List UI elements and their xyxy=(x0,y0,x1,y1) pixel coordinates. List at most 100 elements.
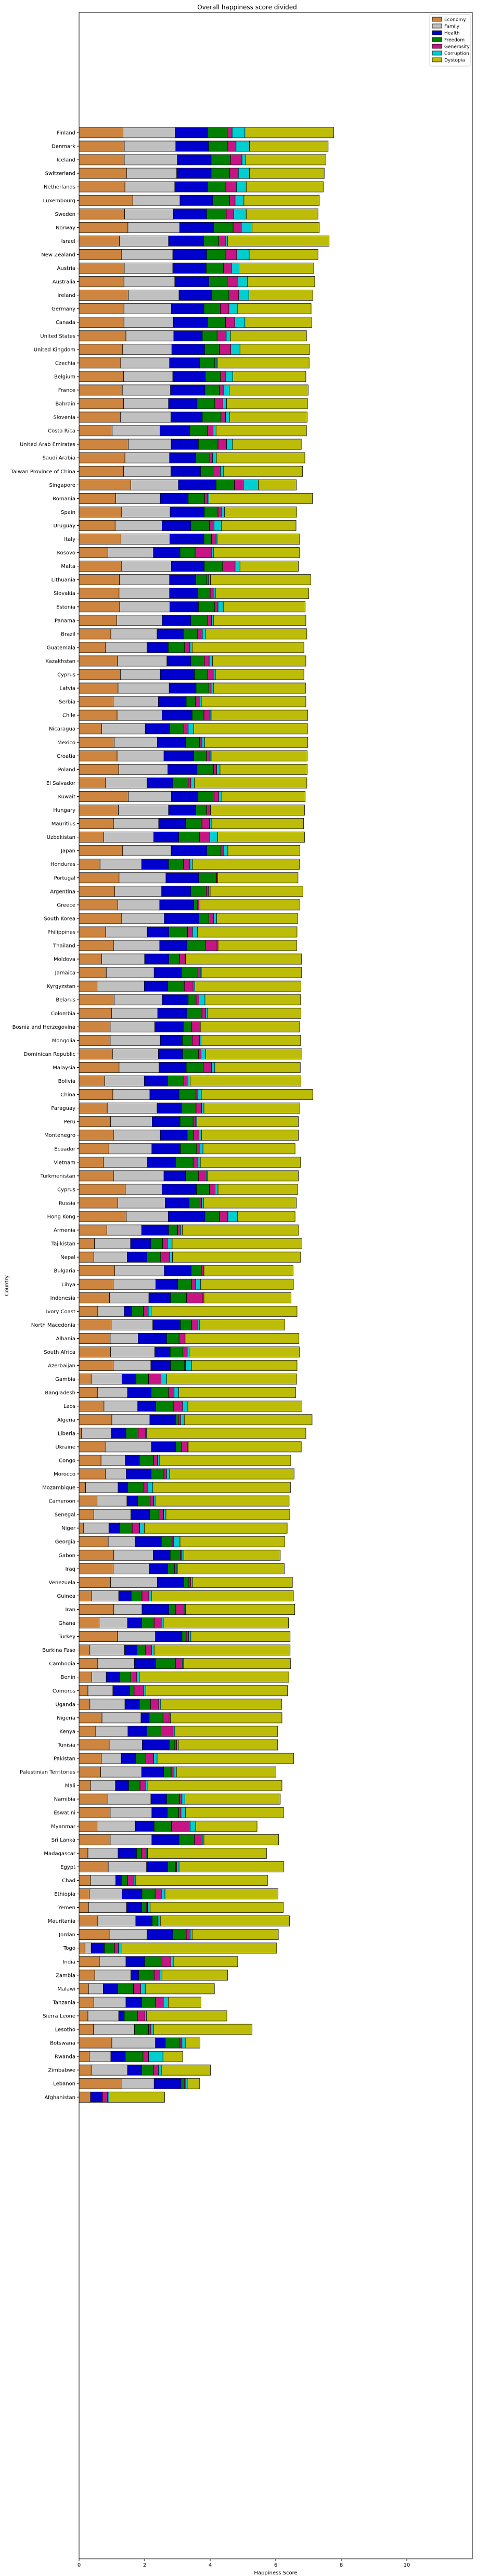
bar-segment-dystopia xyxy=(213,682,306,694)
bar-segment-freedom xyxy=(184,1576,189,1588)
bar-segment-economy xyxy=(79,886,115,897)
bar-segment-economy xyxy=(79,2091,91,2103)
bar-segment-dystopia xyxy=(194,778,307,788)
bar-segment-economy xyxy=(79,899,118,911)
bar-segment-dystopia xyxy=(199,1319,286,1330)
bar-segment-dystopia xyxy=(185,1333,300,1344)
bar-segment-economy xyxy=(79,845,123,857)
x-axis-title: Happiness Score xyxy=(254,2570,297,2576)
bar-segment-dystopia xyxy=(203,1103,301,1114)
bar-segment-generosity xyxy=(223,263,232,274)
y-tick-label: Luxembourg xyxy=(43,198,75,204)
bar-segment-economy xyxy=(79,980,98,992)
bar-segment-freedom xyxy=(189,425,208,436)
bar-segment-dystopia xyxy=(174,1726,278,1737)
bar-segment-economy xyxy=(79,1929,110,1940)
bar-segment-economy xyxy=(79,235,120,247)
y-tick-label: Mexico xyxy=(57,740,75,746)
bar-segment-freedom xyxy=(195,574,208,586)
bar-segment-dystopia xyxy=(215,669,304,680)
bar-segment-freedom xyxy=(151,1468,164,1480)
bar-segment-health xyxy=(159,899,194,911)
bar-segment-dystopia xyxy=(185,2037,200,2049)
bar-segment-freedom xyxy=(175,1157,194,1168)
bar-segment-freedom xyxy=(141,2064,154,2076)
bar-segment-family xyxy=(108,1861,147,1872)
bar-segment-family xyxy=(114,994,163,1005)
bar-segment-family xyxy=(126,167,177,179)
bar-segment-dystopia xyxy=(183,1658,291,1669)
bar-segment-corruption xyxy=(235,561,240,572)
bar-segment-health xyxy=(127,2064,142,2076)
bar-segment-corruption xyxy=(200,1143,203,1155)
bar-segment-economy xyxy=(79,140,125,152)
bar-segment-generosity xyxy=(153,1617,162,1628)
bar-segment-family xyxy=(105,1468,127,1480)
bar-segment-generosity xyxy=(219,344,231,355)
bar-segment-health xyxy=(151,1834,179,1845)
bar-segment-corruption xyxy=(228,303,238,315)
bar-segment-generosity xyxy=(194,1834,203,1845)
bar-segment-economy xyxy=(79,1672,92,1683)
bar-segment-economy xyxy=(79,1834,111,1845)
y-tick-label: Taiwan Province of China xyxy=(10,469,75,475)
y-tick-label: Belarus xyxy=(56,998,75,1003)
bar-segment-corruption xyxy=(198,1089,202,1100)
bar-segment-family xyxy=(103,1157,148,1168)
bar-segment-health xyxy=(169,452,196,463)
bar-segment-freedom xyxy=(149,1712,163,1724)
bar-segment-corruption xyxy=(213,913,217,924)
y-tick-label: Peru xyxy=(64,1119,75,1125)
bar-segment-health xyxy=(91,1943,105,1954)
bar-segment-dystopia xyxy=(163,1617,289,1628)
bar-segment-economy xyxy=(79,1902,89,1913)
bar-segment-generosity xyxy=(214,601,218,613)
bar-segment-dystopia xyxy=(213,615,306,626)
bar-segment-health xyxy=(169,357,200,369)
bar-segment-freedom xyxy=(136,1847,142,1859)
bar-segment-health xyxy=(131,1509,150,1520)
bar-segment-generosity xyxy=(227,127,233,138)
bar-segment-family xyxy=(126,1211,169,1222)
bar-segment-corruption xyxy=(143,1685,146,1697)
bar-segment-dystopia xyxy=(226,398,308,409)
bar-segment-freedom xyxy=(194,750,207,761)
y-tick-label: Moldova xyxy=(54,957,75,963)
bar-segment-family xyxy=(121,249,173,260)
bar-segment-health xyxy=(160,669,195,680)
bar-segment-health xyxy=(147,642,169,653)
bar-segment-family xyxy=(124,154,178,165)
bar-segment-health xyxy=(173,330,203,342)
bar-segment-freedom xyxy=(147,1251,161,1263)
bar-segment-health xyxy=(165,872,199,884)
bar-segment-freedom xyxy=(136,1374,149,1385)
bar-segment-economy xyxy=(79,1455,101,1466)
bar-segment-freedom xyxy=(198,791,214,802)
bar-segment-health xyxy=(159,940,187,951)
y-tick-label: Serbia xyxy=(59,700,75,705)
y-tick-label: Japan xyxy=(60,848,75,854)
bar-segment-dystopia xyxy=(227,235,330,247)
bar-segment-corruption xyxy=(180,1224,183,1236)
bar-segment-dystopia xyxy=(200,899,301,911)
bar-segment-family xyxy=(97,1658,135,1669)
bar-segment-corruption xyxy=(225,235,228,247)
bar-segment-generosity xyxy=(210,588,214,599)
bar-segment-economy xyxy=(79,1617,99,1628)
bar-segment-family xyxy=(93,2024,135,2035)
bar-segment-freedom xyxy=(127,1482,145,1493)
bar-segment-generosity xyxy=(207,425,214,436)
bar-segment-dystopia xyxy=(246,154,326,165)
y-tick-label: Finland xyxy=(57,131,75,136)
bar-segment-freedom xyxy=(153,1820,172,1832)
bars-layer xyxy=(79,127,334,2103)
bar-segment-dystopia xyxy=(150,1902,284,1913)
bar-segment-freedom xyxy=(168,980,185,992)
bar-segment-economy xyxy=(79,926,106,938)
bar-segment-corruption xyxy=(215,1184,218,1195)
y-tick-label: El Salvador xyxy=(46,781,76,786)
x-tick-label: 4 xyxy=(209,2562,212,2568)
bar-segment-dystopia xyxy=(214,1062,301,1073)
bar-segment-generosity xyxy=(163,1468,167,1480)
bar-segment-generosity xyxy=(222,561,236,572)
